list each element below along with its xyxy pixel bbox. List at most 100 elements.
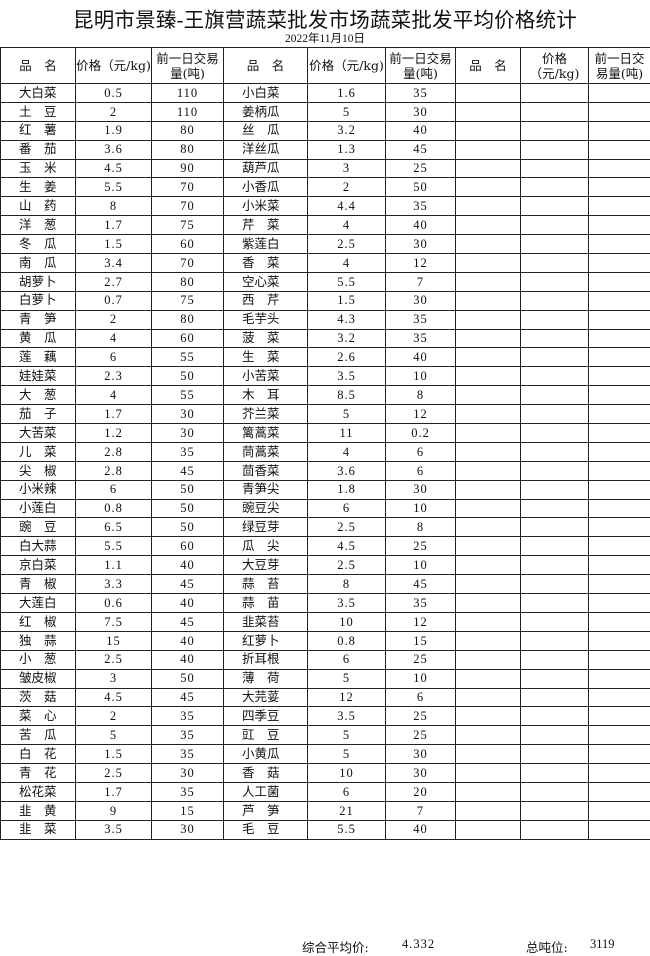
cell-name: 茨 菇 xyxy=(1,688,76,707)
cell-volume xyxy=(589,650,650,669)
cell-price: 2.6 xyxy=(308,348,386,367)
cell-price: 2.8 xyxy=(76,461,152,480)
cell-volume: 110 xyxy=(152,102,224,121)
cell-name: 芥兰菜 xyxy=(224,405,308,424)
cell-volume xyxy=(589,707,650,726)
cell-price xyxy=(521,405,589,424)
cell-name: 折耳根 xyxy=(224,650,308,669)
cell-volume xyxy=(589,329,650,348)
cell-volume: 30 xyxy=(152,405,224,424)
cell-volume: 70 xyxy=(152,197,224,216)
cell-volume xyxy=(589,801,650,820)
cell-volume: 50 xyxy=(152,499,224,518)
cell-volume: 30 xyxy=(386,764,456,783)
cell-name xyxy=(456,688,521,707)
cell-volume: 55 xyxy=(152,386,224,405)
cell-price: 1.5 xyxy=(76,745,152,764)
cell-name xyxy=(456,480,521,499)
cell-volume: 6 xyxy=(386,442,456,461)
cell-price: 1.9 xyxy=(76,121,152,140)
cell-name: 松花菜 xyxy=(1,782,76,801)
cell-price xyxy=(521,688,589,707)
cell-volume xyxy=(589,499,650,518)
cell-volume: 40 xyxy=(386,348,456,367)
cell-volume xyxy=(589,348,650,367)
cell-volume: 30 xyxy=(386,291,456,310)
cell-price xyxy=(521,707,589,726)
cell-volume: 80 xyxy=(152,310,224,329)
cell-price xyxy=(521,764,589,783)
cell-price: 1.6 xyxy=(308,84,386,103)
header-volume-3: 前一日交易量(吨) xyxy=(589,48,650,84)
cell-price: 1.5 xyxy=(308,291,386,310)
cell-price xyxy=(521,801,589,820)
cell-volume: 80 xyxy=(152,272,224,291)
cell-volume xyxy=(589,367,650,386)
cell-volume: 45 xyxy=(152,461,224,480)
cell-price xyxy=(521,102,589,121)
cell-volume: 7 xyxy=(386,801,456,820)
cell-volume xyxy=(589,272,650,291)
cell-name xyxy=(456,272,521,291)
cell-name: 青笋尖 xyxy=(224,480,308,499)
cell-volume: 6 xyxy=(386,461,456,480)
cell-name: 豇 豆 xyxy=(224,726,308,745)
cell-price: 1.7 xyxy=(76,782,152,801)
cell-name xyxy=(456,424,521,443)
cell-price xyxy=(521,140,589,159)
cell-volume: 15 xyxy=(152,801,224,820)
cell-price: 15 xyxy=(76,631,152,650)
cell-volume: 70 xyxy=(152,254,224,273)
cell-name xyxy=(456,764,521,783)
cell-price xyxy=(521,556,589,575)
cell-name xyxy=(456,348,521,367)
cell-name: 香 菜 xyxy=(224,254,308,273)
cell-name xyxy=(456,386,521,405)
cell-name xyxy=(456,726,521,745)
header-price-3: 价格（元/kg) xyxy=(521,48,589,84)
cell-price: 11 xyxy=(308,424,386,443)
cell-name xyxy=(456,367,521,386)
cell-price: 8 xyxy=(76,197,152,216)
cell-price: 5 xyxy=(308,405,386,424)
cell-volume xyxy=(589,461,650,480)
cell-name: 大白菜 xyxy=(1,84,76,103)
cell-name: 生 姜 xyxy=(1,178,76,197)
cell-name: 毛 豆 xyxy=(224,820,308,839)
cell-name xyxy=(456,745,521,764)
cell-volume: 7 xyxy=(386,272,456,291)
cell-name: 茼蒿菜 xyxy=(224,442,308,461)
cell-price xyxy=(521,537,589,556)
cell-volume: 10 xyxy=(386,669,456,688)
cell-price: 2.5 xyxy=(76,650,152,669)
header-volume-1: 前一日交易量(吨) xyxy=(152,48,224,84)
cell-volume: 90 xyxy=(152,159,224,178)
cell-volume xyxy=(589,782,650,801)
cell-volume: 60 xyxy=(152,235,224,254)
cell-volume xyxy=(589,726,650,745)
cell-name: 白萝卜 xyxy=(1,291,76,310)
cell-name: 土 豆 xyxy=(1,102,76,121)
cell-name xyxy=(456,594,521,613)
cell-volume: 30 xyxy=(152,764,224,783)
cell-name: 大莲白 xyxy=(1,594,76,613)
cell-volume xyxy=(589,688,650,707)
cell-price: 2.5 xyxy=(76,764,152,783)
cell-price: 5.5 xyxy=(76,537,152,556)
cell-volume: 35 xyxy=(386,310,456,329)
cell-price: 8 xyxy=(308,575,386,594)
cell-price: 1.7 xyxy=(76,405,152,424)
cell-volume xyxy=(589,480,650,499)
cell-name: 小莲白 xyxy=(1,499,76,518)
cell-price: 6 xyxy=(308,782,386,801)
cell-price xyxy=(521,442,589,461)
